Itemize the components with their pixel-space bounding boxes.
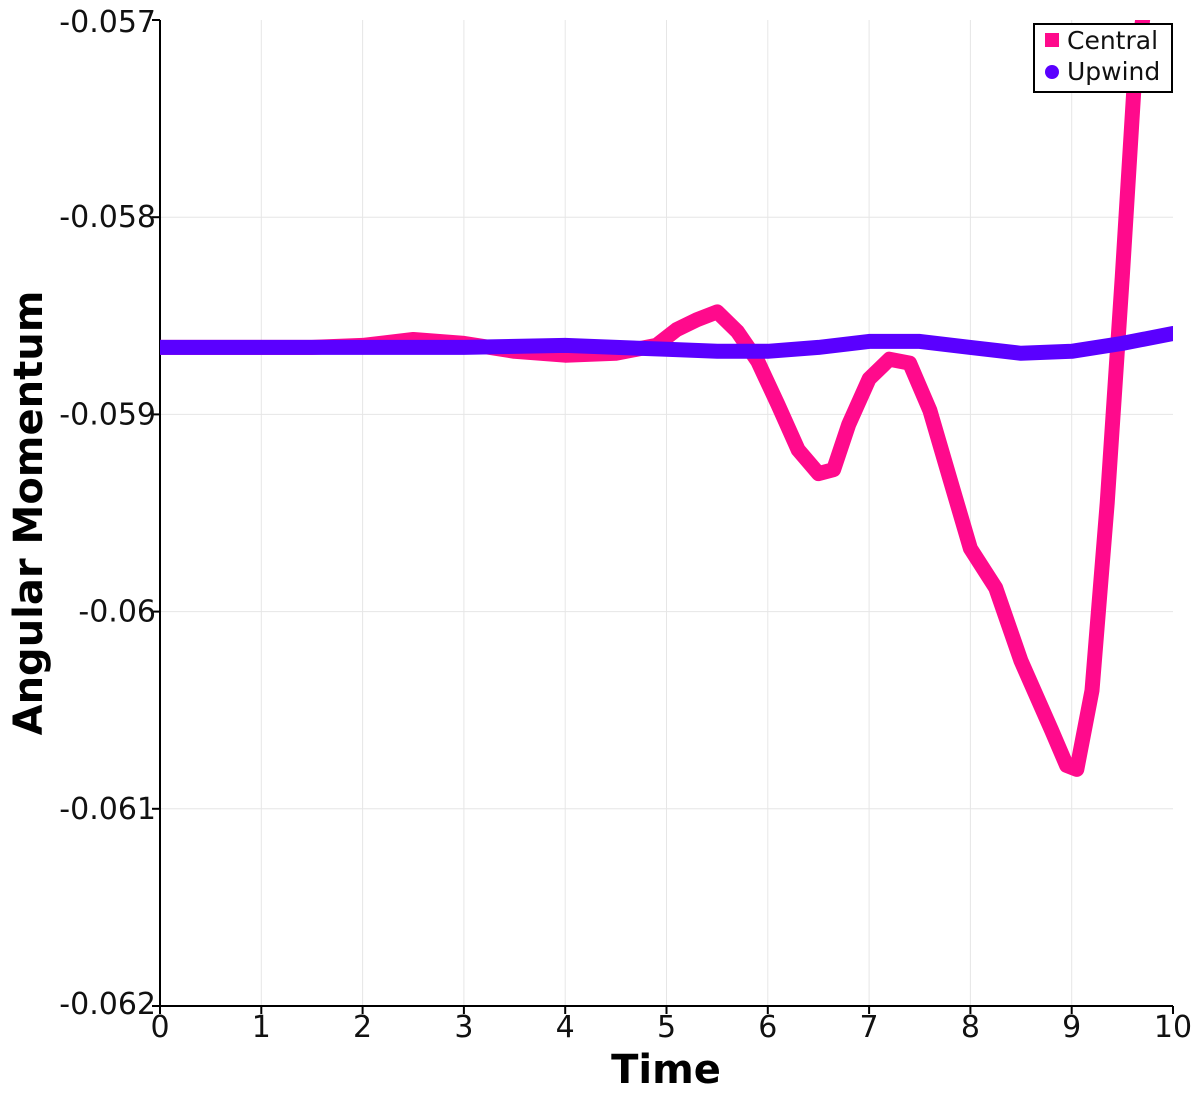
data-point-central bbox=[689, 312, 704, 327]
data-point-central bbox=[882, 352, 897, 367]
data-point-central bbox=[963, 541, 978, 556]
x-tick-label: 7 bbox=[860, 1010, 879, 1045]
data-point-central bbox=[988, 580, 1003, 595]
data-point-upwind bbox=[862, 334, 877, 349]
x-tick-label: 10 bbox=[1154, 1010, 1192, 1045]
data-point-central bbox=[841, 417, 856, 432]
data-point-central bbox=[730, 324, 745, 339]
grid-lines bbox=[160, 20, 1173, 1006]
data-point-upwind bbox=[160, 340, 167, 355]
data-point-central bbox=[1115, 269, 1130, 284]
y-tick-label: -0.059 bbox=[59, 397, 156, 432]
plot-area bbox=[160, 20, 1173, 777]
x-tick-label: 1 bbox=[252, 1010, 271, 1045]
data-point-central bbox=[922, 403, 937, 418]
data-point-central bbox=[669, 322, 684, 337]
y-axis-title: Angular Momentum bbox=[6, 291, 52, 736]
axes bbox=[152, 19, 1174, 1014]
data-point-upwind bbox=[1064, 344, 1079, 359]
x-tick-label: 4 bbox=[556, 1010, 575, 1045]
series-line-upwind bbox=[160, 326, 1173, 361]
data-point-central bbox=[1069, 762, 1084, 777]
data-point-upwind bbox=[456, 340, 471, 355]
data-point-upwind bbox=[811, 340, 826, 355]
data-point-central bbox=[943, 472, 958, 487]
x-tick-label: 5 bbox=[657, 1010, 676, 1045]
y-tick-labels: -0.057 -0.058 -0.059 -0.06 -0.061 -0.062 bbox=[59, 5, 156, 1022]
data-point-upwind bbox=[1166, 326, 1173, 341]
data-point-central bbox=[1085, 683, 1099, 698]
y-tick-label: -0.061 bbox=[59, 792, 156, 827]
data-point-upwind bbox=[710, 344, 725, 359]
x-tick-labels: 0 1 2 3 4 5 6 7 8 9 10 bbox=[150, 1010, 1192, 1045]
legend-swatch-central bbox=[1045, 33, 1059, 47]
x-tick-label: 0 bbox=[150, 1010, 169, 1045]
legend-swatch-upwind bbox=[1045, 65, 1059, 79]
x-tick-label: 8 bbox=[961, 1010, 980, 1045]
data-point-upwind bbox=[659, 342, 674, 357]
y-tick-label: -0.06 bbox=[78, 595, 156, 630]
data-point-central bbox=[1044, 722, 1059, 737]
data-point-upwind bbox=[254, 340, 269, 355]
data-point-central bbox=[862, 371, 877, 386]
data-point-central bbox=[1100, 496, 1115, 511]
data-point-upwind bbox=[1014, 346, 1028, 361]
legend-label-central: Central bbox=[1067, 26, 1158, 55]
legend: Central Upwind bbox=[1033, 23, 1173, 93]
x-axis-title: Time bbox=[611, 1047, 721, 1093]
x-tick-label: 6 bbox=[758, 1010, 777, 1045]
series-line-central bbox=[160, 20, 1151, 777]
data-point-central bbox=[791, 442, 806, 457]
data-point-central bbox=[811, 466, 826, 481]
data-point-upwind bbox=[963, 340, 978, 355]
x-tick-label: 2 bbox=[353, 1010, 372, 1045]
y-tick-label: -0.062 bbox=[59, 987, 156, 1022]
data-point-central bbox=[826, 462, 841, 477]
x-tick-label: 3 bbox=[454, 1010, 473, 1045]
data-point-central bbox=[902, 356, 917, 371]
legend-label-upwind: Upwind bbox=[1067, 57, 1160, 86]
x-tick-label: 9 bbox=[1062, 1010, 1081, 1045]
data-point-central bbox=[1014, 653, 1028, 668]
data-point-central bbox=[770, 397, 785, 412]
y-tick-label: -0.057 bbox=[59, 5, 156, 40]
y-tick-label: -0.058 bbox=[59, 200, 156, 235]
data-point-central bbox=[710, 304, 725, 319]
data-point-upwind bbox=[760, 344, 775, 359]
data-point-upwind bbox=[912, 334, 927, 349]
data-point-upwind bbox=[558, 338, 573, 353]
data-point-upwind bbox=[355, 340, 370, 355]
data-point-upwind bbox=[1115, 336, 1130, 351]
